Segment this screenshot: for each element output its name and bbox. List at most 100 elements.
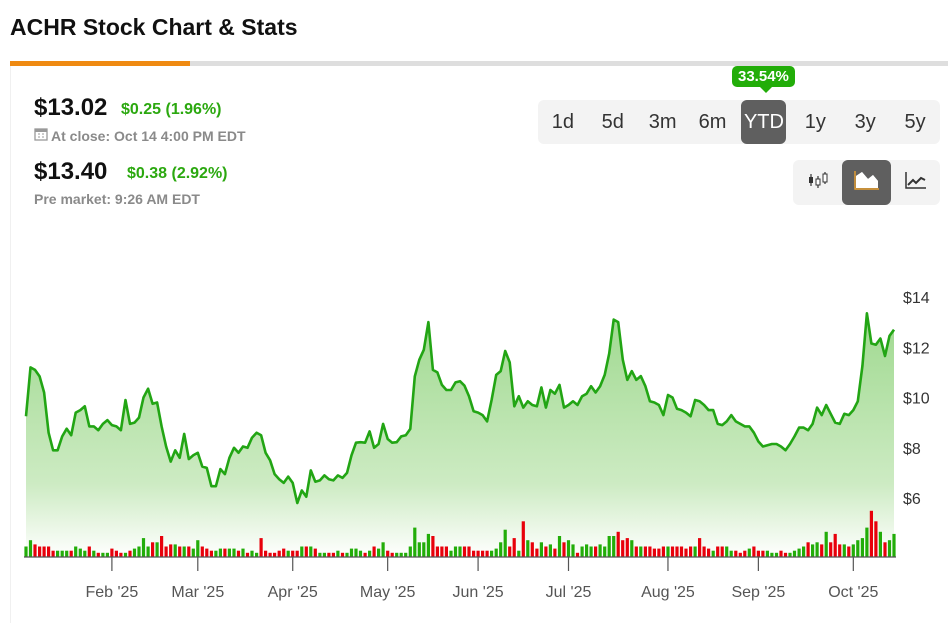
- x-tick-label: Jul '25: [546, 584, 592, 601]
- volume-bar: [422, 542, 426, 557]
- volume-bar: [277, 550, 281, 557]
- volume-bar: [38, 546, 42, 557]
- volume-bar: [435, 546, 439, 557]
- volume-bar: [236, 550, 241, 557]
- line-chart-button[interactable]: [891, 160, 940, 205]
- range-selector: 1d 5d 3m 6m YTD 1y 3y 5y: [538, 100, 940, 144]
- volume-bar: [56, 550, 60, 557]
- card-border: [10, 66, 11, 623]
- volume-bar: [65, 550, 69, 557]
- volume-bar: [322, 552, 326, 557]
- volume-bar: [639, 546, 643, 557]
- volume-bar: [675, 546, 679, 557]
- range-button-5d[interactable]: 5d: [601, 111, 624, 133]
- volume-bar: [603, 546, 607, 557]
- calendar-icon: [34, 127, 48, 144]
- volume-bar: [467, 546, 471, 557]
- range-button-5y[interactable]: 5y: [904, 111, 926, 133]
- volume-bar: [851, 544, 855, 557]
- volume-bar: [182, 546, 186, 557]
- volume-bar: [114, 550, 118, 557]
- volume-bar: [372, 546, 376, 557]
- volume-bar: [92, 550, 96, 557]
- volume-bar: [345, 552, 349, 557]
- volume-bar: [521, 521, 525, 557]
- volume-bar: [571, 544, 575, 557]
- volume-bar: [368, 550, 372, 557]
- range-button-1d[interactable]: 1d: [551, 111, 575, 133]
- volume-bar: [616, 531, 620, 557]
- page-title: ACHR Stock Chart & Stats: [10, 14, 298, 40]
- y-tick-label: $6: [903, 491, 921, 508]
- volume-bar: [666, 546, 670, 557]
- volume-bar: [173, 544, 177, 557]
- close-change: $0.25 (1.96%): [121, 101, 222, 118]
- volume-bar: [51, 550, 55, 557]
- volume-bar: [865, 527, 869, 557]
- volume-bar: [169, 544, 173, 557]
- volume-bar: [738, 552, 742, 557]
- range-button-1y[interactable]: 1y: [804, 111, 826, 133]
- range-button-ytd[interactable]: YTD: [741, 100, 787, 144]
- volume-bar: [417, 542, 421, 557]
- range-button-6m[interactable]: 6m: [698, 111, 727, 133]
- volume-bar: [566, 540, 571, 557]
- volume-bar: [652, 548, 656, 557]
- volume-bar: [707, 548, 711, 557]
- volume-bar: [291, 550, 295, 557]
- volume-bar: [612, 536, 616, 557]
- volume-bar: [481, 550, 485, 557]
- volume-bar: [123, 552, 128, 557]
- volume-bar: [829, 542, 833, 557]
- volume-bar: [842, 544, 846, 557]
- premarket-price: $13.40: [34, 158, 108, 185]
- volume-bar: [395, 552, 399, 557]
- volume-bar: [585, 544, 589, 557]
- volume-bar: [178, 546, 182, 557]
- volume-bar: [453, 546, 458, 557]
- volume-bar: [833, 533, 837, 557]
- volume-bar: [517, 550, 521, 557]
- volume-bar: [490, 550, 494, 557]
- volume-bar: [887, 540, 892, 557]
- volume-bar: [440, 546, 444, 557]
- volume-bar: [621, 540, 625, 557]
- volume-bar: [214, 550, 218, 557]
- volume-bar: [227, 548, 231, 557]
- volume-bar: [141, 538, 146, 557]
- close-price: $13.02: [34, 94, 108, 121]
- volume-bar: [255, 552, 259, 557]
- volume-bar: [788, 552, 792, 557]
- volume-bar: [282, 548, 286, 557]
- volume-bar: [634, 546, 638, 557]
- volume-bar: [716, 546, 720, 557]
- volume-bar: [562, 542, 566, 557]
- premarket-timestamp: Pre market: 9:26 AM EDT: [34, 191, 200, 207]
- area-chart-button[interactable]: [842, 160, 891, 205]
- volume-bar: [268, 552, 272, 557]
- volume-bar: [340, 552, 345, 557]
- volume-bar: [331, 552, 335, 557]
- volume-bar: [87, 546, 91, 557]
- volume-bar: [765, 550, 769, 557]
- volume-bar: [503, 529, 507, 557]
- y-tick-label: $8: [903, 441, 921, 458]
- x-tick-label: May '25: [360, 584, 416, 601]
- volume-bar: [458, 546, 462, 557]
- range-button-3y[interactable]: 3y: [854, 111, 876, 133]
- volume-bar: [761, 550, 765, 557]
- volume-bar: [702, 546, 706, 557]
- chart-type-selector: [793, 160, 940, 205]
- x-tick-label: Feb '25: [85, 584, 138, 601]
- volume-bar: [462, 546, 467, 557]
- candlestick-chart-button[interactable]: [793, 160, 842, 205]
- x-tick-label: Oct '25: [828, 584, 878, 601]
- volume-bar: [544, 546, 548, 557]
- volume-bar: [824, 531, 828, 557]
- volume-bar: [535, 548, 539, 557]
- volume-bar: [160, 536, 164, 557]
- range-button-3m[interactable]: 3m: [648, 111, 677, 133]
- volume-bar: [408, 546, 412, 557]
- volume-bar: [286, 550, 290, 557]
